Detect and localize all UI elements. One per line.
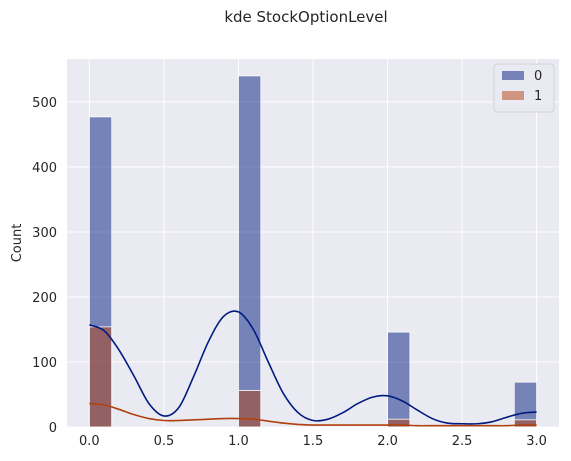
bar-series-1 (238, 390, 262, 428)
legend-swatch-1 (502, 91, 524, 100)
histogram-bars (88, 75, 538, 428)
y-axis-label: Count (10, 224, 25, 263)
bar-series-1 (513, 419, 538, 428)
bar-series-0 (238, 75, 262, 428)
y-tick-label: 200 (32, 291, 57, 306)
x-tick-label: 0.5 (154, 434, 175, 449)
legend-label-0: 0 (534, 69, 542, 84)
x-tick-label: 2.0 (377, 434, 398, 449)
x-tick-label: 0.0 (79, 434, 100, 449)
kde-line-series-1 (89, 402, 537, 427)
x-tick-label: 1.5 (303, 434, 324, 449)
y-tick-label: 400 (32, 161, 57, 176)
bar-series-1 (387, 418, 411, 428)
x-axis-ticks: 0.0 0.5 1.0 1.5 2.0 2.5 3.0 (79, 434, 547, 449)
y-tick-label: 300 (32, 226, 57, 241)
legend: 01 (493, 63, 555, 113)
y-axis-ticks: 0 100 200 300 400 500 (32, 96, 57, 436)
kde-line-series-0 (89, 310, 537, 425)
y-tick-label: 500 (32, 96, 57, 111)
legend-label-1: 1 (534, 89, 542, 104)
x-tick-label: 1.0 (228, 434, 249, 449)
x-tick-label: 3.0 (526, 434, 547, 449)
legend-swatch-0 (502, 71, 524, 80)
kde-curves (89, 310, 537, 427)
bar-series-1 (88, 326, 113, 428)
x-tick-label: 2.5 (452, 434, 473, 449)
y-tick-label: 100 (32, 356, 57, 371)
bar-series-0 (387, 331, 411, 428)
y-tick-label: 0 (49, 421, 57, 436)
chart-title: kde StockOptionLevel (224, 8, 387, 26)
